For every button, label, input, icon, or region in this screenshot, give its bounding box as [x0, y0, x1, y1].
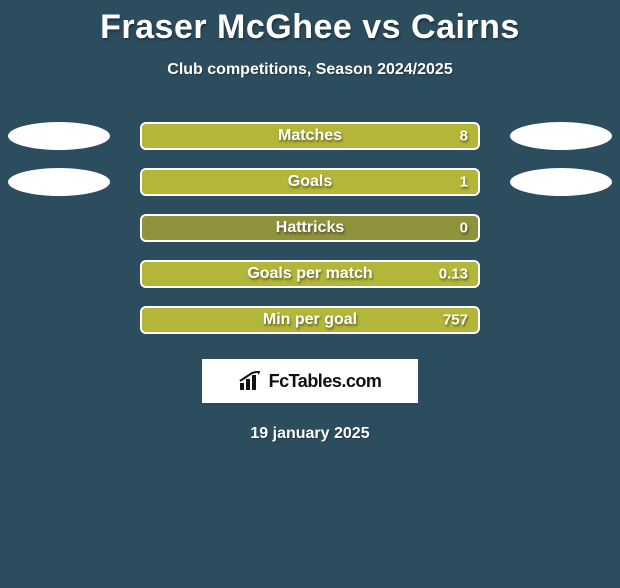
- stat-label: Goals: [288, 173, 332, 191]
- stat-value: 757: [443, 312, 468, 329]
- stat-row: Hattricks 0: [0, 205, 620, 251]
- stat-bar: Hattricks 0: [140, 214, 480, 242]
- page-title: Fraser McGhee vs Cairns: [0, 8, 620, 47]
- stat-bar: Goals per match 0.13: [140, 260, 480, 288]
- left-ellipse: [8, 168, 110, 196]
- stat-row: Goals per match 0.13: [0, 251, 620, 297]
- stat-value: 8: [460, 128, 468, 145]
- stat-row: Matches 8: [0, 113, 620, 159]
- stat-label: Min per goal: [263, 311, 357, 329]
- right-ellipse: [510, 168, 612, 196]
- stat-label: Hattricks: [276, 219, 344, 237]
- stat-label: Goals per match: [247, 265, 372, 283]
- stat-bar: Min per goal 757: [140, 306, 480, 334]
- stat-row: Goals 1: [0, 159, 620, 205]
- stat-bar: Goals 1: [140, 168, 480, 196]
- left-ellipse: [8, 122, 110, 150]
- stat-row: Min per goal 757: [0, 297, 620, 343]
- stat-value: 1: [460, 174, 468, 191]
- stat-rows: Matches 8 Goals 1 Hattricks 0 Goals per match 0…: [0, 113, 620, 343]
- page-subtitle: Club competitions, Season 2024/2025: [0, 61, 620, 79]
- stat-value: 0.13: [439, 266, 468, 283]
- right-ellipse: [510, 122, 612, 150]
- stat-bar: Matches 8: [140, 122, 480, 150]
- brand-box: FcTables.com: [202, 359, 418, 403]
- date-text: 19 january 2025: [0, 425, 620, 443]
- bar-chart-icon: [239, 371, 263, 391]
- stat-value: 0: [460, 220, 468, 237]
- brand-text: FcTables.com: [269, 371, 382, 392]
- stat-label: Matches: [278, 127, 342, 145]
